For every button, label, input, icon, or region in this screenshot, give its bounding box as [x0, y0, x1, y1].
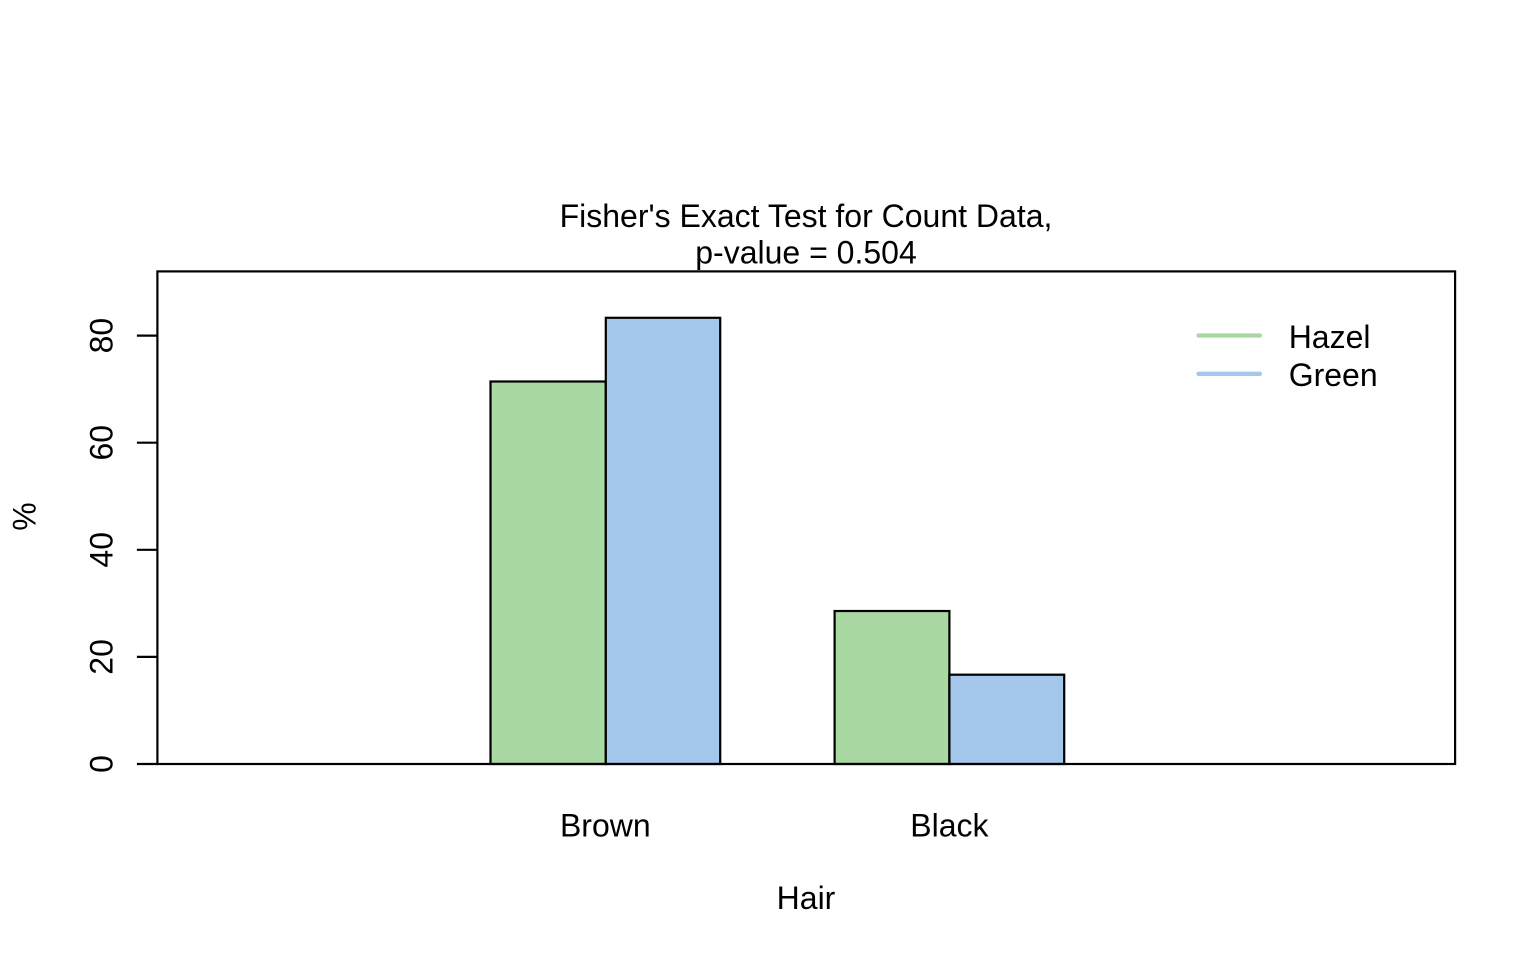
svg-text:Hair: Hair [777, 880, 836, 916]
svg-text:80: 80 [83, 318, 119, 354]
svg-text:0: 0 [83, 755, 119, 773]
svg-text:20: 20 [83, 639, 119, 675]
svg-text:Brown: Brown [560, 808, 651, 844]
svg-text:60: 60 [83, 425, 119, 461]
svg-text:Hazel: Hazel [1289, 319, 1371, 355]
svg-text:Fisher's Exact Test for Count: Fisher's Exact Test for Count Data, [560, 198, 1053, 234]
svg-text:p-value = 0.504: p-value = 0.504 [695, 235, 917, 271]
svg-text:Black: Black [910, 808, 989, 844]
svg-text:40: 40 [83, 532, 119, 568]
svg-text:%: % [7, 502, 43, 530]
svg-text:Green: Green [1289, 357, 1378, 393]
